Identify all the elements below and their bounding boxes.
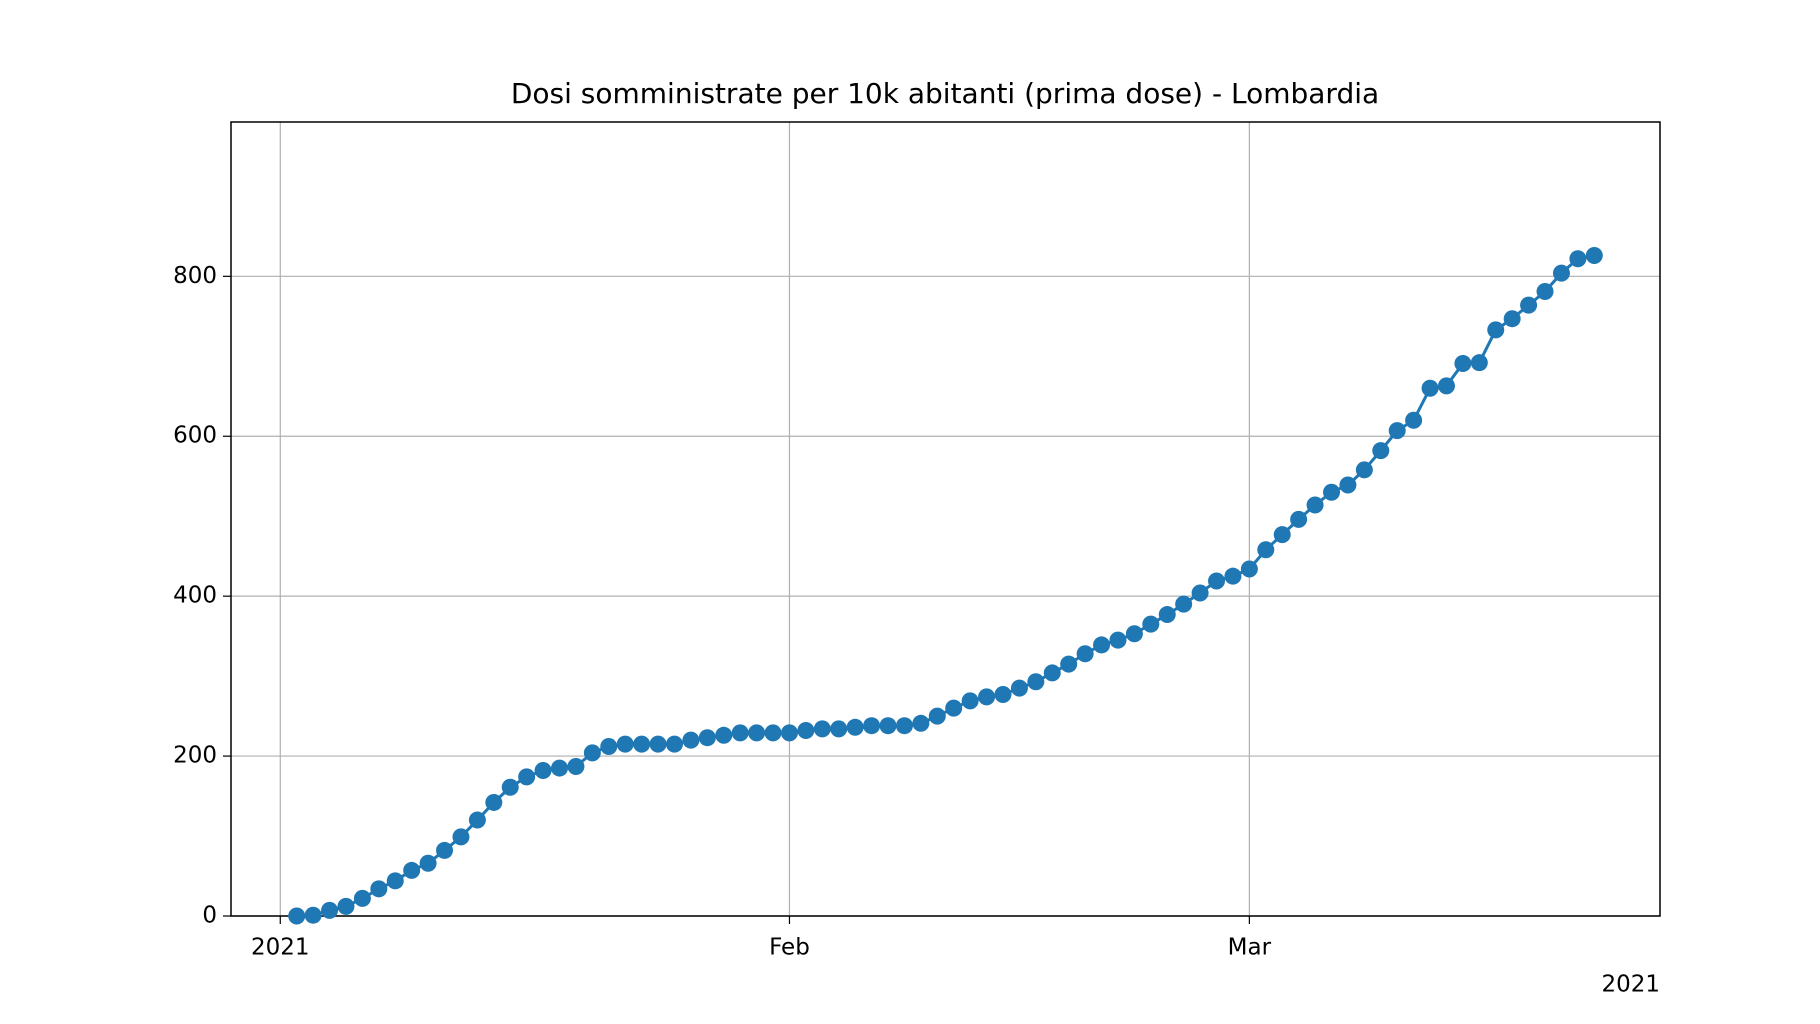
data-point xyxy=(863,717,881,735)
data-point xyxy=(1536,283,1554,301)
data-point xyxy=(1421,379,1439,397)
data-point xyxy=(1257,541,1275,559)
data-point xyxy=(1010,679,1028,697)
data-point xyxy=(961,692,979,710)
data-point xyxy=(731,724,749,742)
data-point xyxy=(370,880,388,898)
data-point xyxy=(1240,560,1258,578)
data-point xyxy=(813,720,831,738)
data-point xyxy=(518,768,536,786)
data-point xyxy=(1093,636,1111,654)
data-point xyxy=(780,724,798,742)
data-point xyxy=(928,707,946,725)
data-point xyxy=(1027,673,1045,691)
data-point xyxy=(1109,631,1127,649)
x-tick-label: Mar xyxy=(1228,935,1272,961)
data-point xyxy=(403,861,421,879)
data-point xyxy=(468,811,486,829)
y-tick-label: 0 xyxy=(202,903,217,929)
data-point xyxy=(1388,422,1406,440)
data-point xyxy=(1487,321,1505,339)
data-point xyxy=(288,907,306,925)
data-point xyxy=(1552,264,1570,282)
x-tick-label: Feb xyxy=(769,935,810,961)
data-point xyxy=(715,726,733,744)
data-point xyxy=(485,793,503,811)
data-point xyxy=(1339,476,1357,494)
data-point xyxy=(994,686,1012,704)
data-point xyxy=(567,757,585,775)
data-point xyxy=(1405,411,1423,429)
data-point xyxy=(616,735,634,753)
data-point xyxy=(797,721,815,739)
data-point xyxy=(1569,250,1587,268)
data-point xyxy=(682,731,700,749)
y-tick-label: 400 xyxy=(173,583,217,609)
data-point xyxy=(945,699,963,717)
plot-frame xyxy=(230,121,1661,917)
data-point xyxy=(633,735,651,753)
data-point xyxy=(665,735,683,753)
data-point xyxy=(386,872,404,890)
data-point xyxy=(1454,354,1472,372)
data-line xyxy=(296,254,1595,918)
data-point xyxy=(846,718,864,736)
y-tick-label: 600 xyxy=(173,423,217,449)
data-point xyxy=(1503,310,1521,328)
data-point xyxy=(337,897,355,915)
data-point xyxy=(436,841,454,859)
data-point xyxy=(1076,645,1094,663)
data-point xyxy=(501,778,519,796)
data-point xyxy=(321,901,339,919)
data-point xyxy=(583,744,601,762)
data-point xyxy=(1520,296,1538,314)
data-point xyxy=(830,720,848,738)
data-point xyxy=(1208,572,1226,590)
data-point xyxy=(1175,595,1193,613)
data-point xyxy=(879,717,897,735)
data-point xyxy=(353,889,371,907)
data-point xyxy=(649,735,667,753)
data-point xyxy=(1043,664,1061,682)
data-point xyxy=(978,688,996,706)
data-point xyxy=(1158,606,1176,624)
y-tick-label: 800 xyxy=(173,263,217,289)
data-point xyxy=(698,729,716,747)
data-point xyxy=(1470,354,1488,372)
data-point xyxy=(1322,483,1340,501)
chart-title: Dosi somministrate per 10k abitanti (pri… xyxy=(511,77,1379,110)
data-point xyxy=(551,759,569,777)
data-point xyxy=(764,724,782,742)
x-offset-label: 2021 xyxy=(1601,972,1660,998)
y-tick-label: 200 xyxy=(173,743,217,769)
data-point xyxy=(1273,526,1291,544)
data-point xyxy=(600,737,618,755)
data-point xyxy=(1437,377,1455,395)
data-point xyxy=(895,717,913,735)
data-point xyxy=(912,714,930,732)
data-point xyxy=(1355,461,1373,479)
data-point xyxy=(1585,247,1603,265)
data-point xyxy=(419,854,437,872)
data-point xyxy=(1142,615,1160,633)
data-point xyxy=(452,828,470,846)
data-point xyxy=(748,724,766,742)
data-point xyxy=(1224,567,1242,585)
data-point xyxy=(1191,584,1209,602)
data-point xyxy=(1290,510,1308,528)
x-tick-label: 2021 xyxy=(251,935,310,961)
data-point xyxy=(534,761,552,779)
data-point xyxy=(1125,625,1143,643)
data-point xyxy=(1306,496,1324,514)
data-point xyxy=(1372,442,1390,460)
data-point xyxy=(304,906,322,924)
data-point xyxy=(1060,655,1078,673)
